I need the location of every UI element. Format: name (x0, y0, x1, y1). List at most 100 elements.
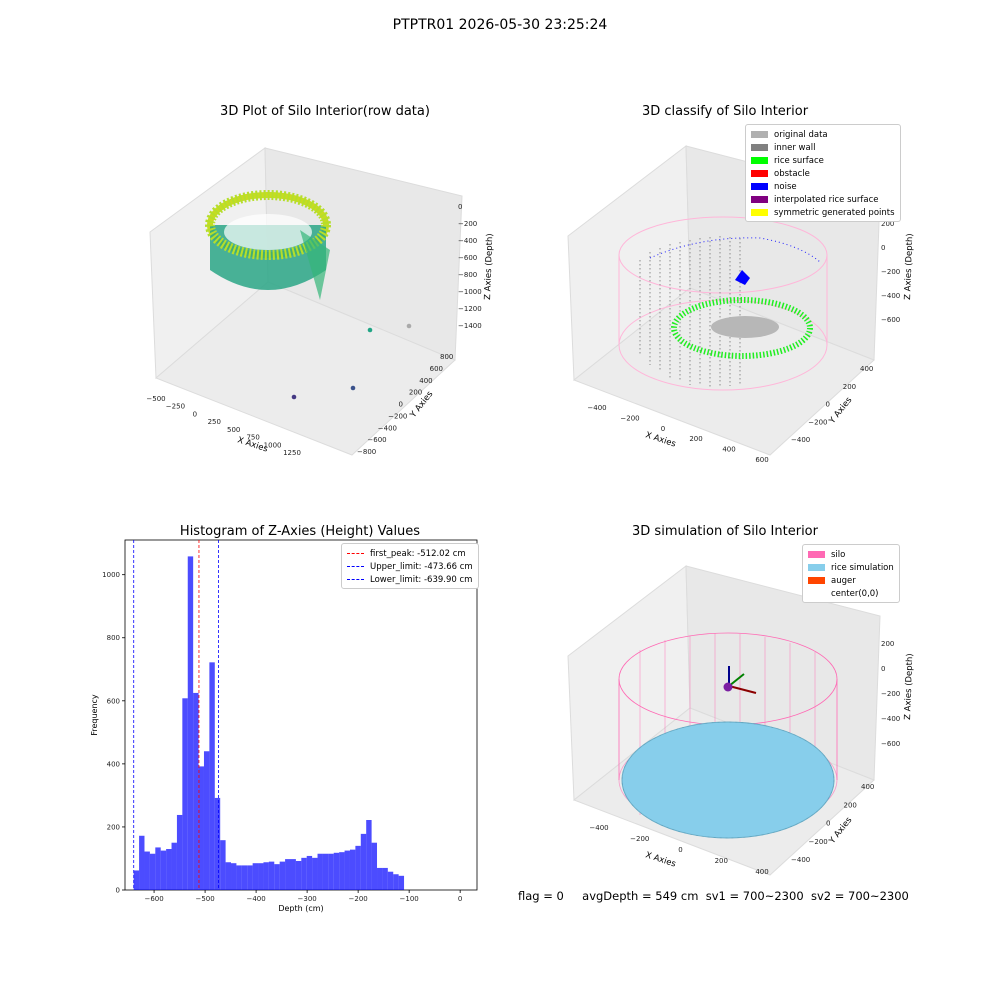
histogram-bar (285, 859, 291, 890)
panel4-legend-entry: auger (808, 574, 894, 587)
panel4-title: 3D simulation of Silo Interior (632, 524, 818, 539)
panel4-xtick: 400 (755, 868, 768, 876)
histogram-bar (263, 862, 269, 890)
panel1-ztick: −1400 (458, 322, 482, 330)
histogram-ytick-label: 600 (107, 697, 120, 705)
panel1-ztick: −1000 (458, 288, 482, 296)
histogram-bar (290, 859, 296, 890)
panel2-silo-wireframe (618, 216, 828, 391)
panel1-ytick: −600 (367, 436, 386, 444)
panel1-ytick: −800 (357, 448, 376, 456)
histogram-bar (355, 845, 361, 890)
panel2-ztick: 0 (881, 244, 885, 252)
histogram-bar (176, 814, 183, 890)
histogram-bar (182, 698, 188, 890)
legend-label: center(0,0) (831, 588, 879, 599)
panel1-ytick: 400 (419, 377, 432, 385)
histogram-bar (252, 863, 259, 890)
panel2-title: 3D classify of Silo Interior (641, 104, 809, 119)
panel2-xtick: −400 (587, 404, 606, 412)
status-sv2: sv2 = 700~2300 (810, 889, 909, 903)
panel4-legend-entry: center(0,0) (808, 587, 894, 600)
legend-label: silo (831, 549, 846, 560)
histogram-bar (225, 862, 232, 890)
histogram-bar (274, 864, 280, 890)
panel4-ztick: −400 (881, 715, 900, 723)
panel2-noise (649, 237, 821, 285)
histogram-bar (149, 853, 156, 890)
histogram-ytick-label: 800 (107, 634, 120, 642)
histogram-bar (241, 865, 248, 890)
panel4-auger (723, 666, 757, 694)
histogram-bar (198, 766, 204, 890)
histogram-bar (258, 863, 264, 890)
panel2-ztick: −400 (881, 292, 900, 300)
panel4-xtick: −400 (589, 824, 608, 832)
histogram-xtick-label: −300 (298, 895, 317, 903)
panel1-outliers (291, 323, 412, 400)
figure-suptitle: PTPTR01 2026-05-30 23:25:24 (392, 17, 608, 33)
legend-line-swatch (347, 579, 364, 580)
panel2-ztick: −200 (881, 268, 900, 276)
panel2-ytick: −200 (808, 418, 827, 426)
legend-line-swatch (347, 566, 364, 567)
histogram-bar (360, 833, 367, 890)
legend-label: obstacle (774, 168, 810, 179)
panel2-ztick: 200 (881, 220, 894, 228)
panel2-legend-entry: symmetric generated points (751, 206, 895, 219)
panel4-ytick: −200 (809, 838, 828, 846)
panel1-xtick: −250 (166, 403, 185, 411)
histogram-bar (317, 853, 323, 890)
panel2-xtick: 400 (722, 446, 735, 454)
panel1-zlabel: Z Axies (Depth) (483, 233, 495, 300)
panel1-ytick: −200 (388, 412, 407, 420)
panel1-xtick: 1000 (264, 441, 282, 449)
histogram-bar (333, 852, 340, 890)
legend-label: noise (774, 181, 797, 192)
panel4-ytick: 200 (844, 801, 857, 809)
panel2-ztick: −600 (881, 316, 900, 324)
histogram-bar (187, 556, 194, 890)
histogram-bar (133, 870, 140, 890)
panel1-ytick: 600 (430, 365, 443, 373)
panel4-legend: silo rice simulation auger center(0,0) (802, 544, 900, 603)
histogram-bar (312, 857, 318, 890)
histogram-bar (171, 842, 177, 890)
panel1-ytick: 200 (409, 389, 422, 397)
histogram-bar (144, 851, 150, 890)
panel1-ytick: 0 (399, 401, 403, 409)
panel4-zlabel: Z Axies (Depth) (903, 653, 915, 720)
histogram-ytick-label: 400 (107, 760, 120, 768)
panel2-ytick: 200 (843, 383, 856, 391)
panel4-legend-entry: rice simulation (808, 561, 894, 574)
histogram-ytick-label: 200 (107, 823, 120, 831)
panel2-legend-entry: interpolated rice surface (751, 193, 895, 206)
panel1-title: 3D Plot of Silo Interior(row data) (220, 104, 430, 119)
histogram-xlabel: Depth (cm) (278, 904, 323, 913)
status-flag: flag = 0 (518, 889, 564, 903)
legend-label: inner wall (774, 142, 816, 153)
panel4-ytick: 400 (861, 783, 874, 791)
histogram-bar (139, 835, 145, 890)
histogram-bar (306, 855, 313, 890)
panel4-ztick: 0 (881, 665, 885, 673)
panel2-xtick: 200 (689, 435, 702, 443)
histogram-bar (339, 852, 345, 890)
histogram-xtick-label: −600 (144, 895, 163, 903)
histogram-bar (247, 865, 253, 890)
histogram-bar (322, 853, 329, 890)
panel1-ztick: −600 (458, 254, 477, 262)
histogram-bar (377, 867, 383, 890)
legend-label: interpolated rice surface (774, 194, 879, 205)
histogram-xtick-label: −400 (246, 895, 265, 903)
legend-label: auger (831, 575, 856, 586)
panel1-ztick: −200 (458, 220, 477, 228)
histogram-bar (209, 662, 215, 890)
panel4-rice-simulation (621, 721, 835, 839)
histogram-ytick-label: 0 (116, 887, 120, 895)
chart-title: Histogram of Z-Axies (Height) Values (179, 524, 421, 539)
panel4-xtick: 0 (678, 846, 682, 854)
legend-swatch (808, 564, 825, 571)
